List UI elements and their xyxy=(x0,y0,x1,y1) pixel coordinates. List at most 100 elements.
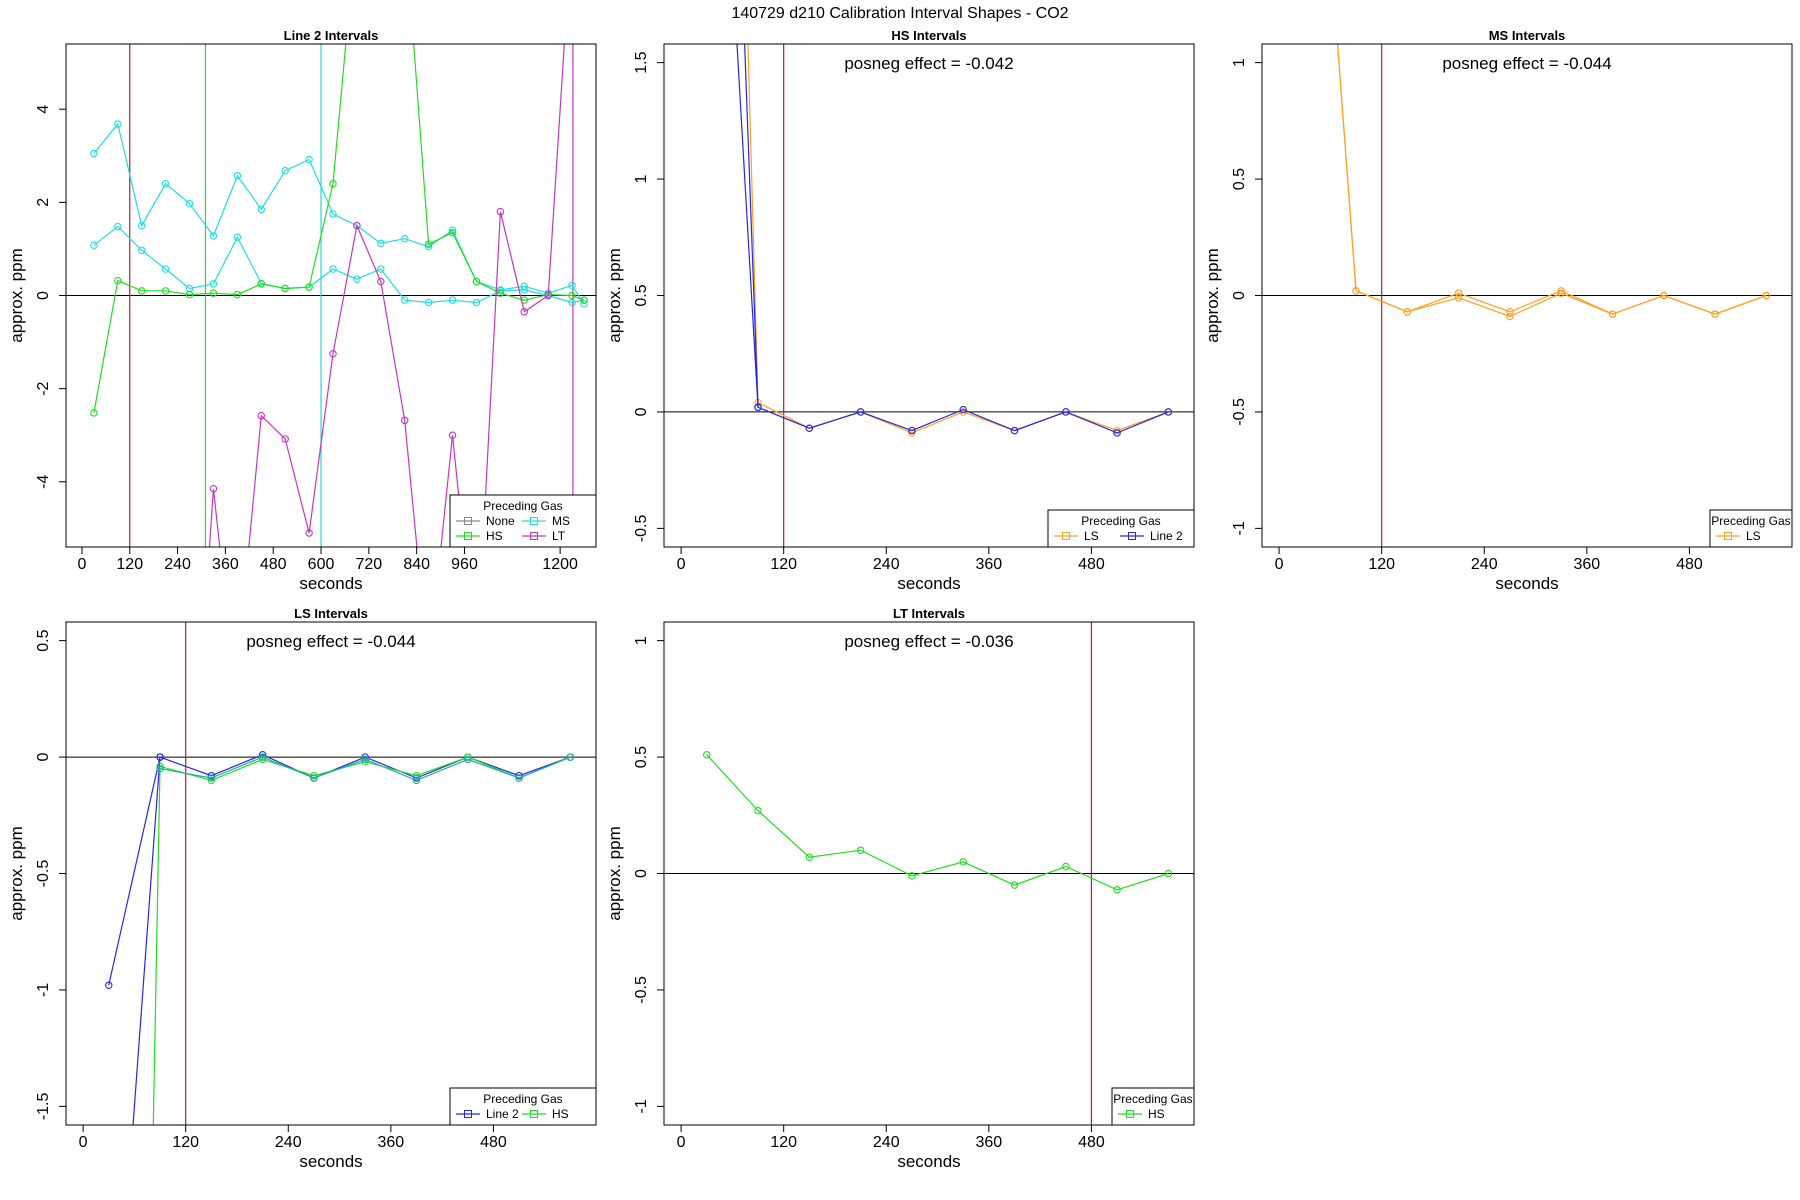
data-point xyxy=(361,753,369,761)
y-tick-label: -2 xyxy=(35,381,52,395)
x-tick-label: 360 xyxy=(377,1134,404,1151)
legend-title: Preceding Gas xyxy=(483,499,562,513)
y-tick-label: -0.5 xyxy=(633,976,650,1004)
data-point xyxy=(1352,287,1360,295)
data-point xyxy=(1711,310,1719,318)
x-axis: 0 120 240 360 480 xyxy=(677,1124,1105,1151)
chart-title: HS Intervals xyxy=(891,28,966,43)
figure-title: 140729 d210 Calibration Interval Shapes … xyxy=(731,5,1068,22)
data-point xyxy=(129,1126,135,1132)
data-point xyxy=(305,155,313,164)
data-point xyxy=(137,246,146,255)
data-point xyxy=(1403,308,1412,316)
x-axis-label: seconds xyxy=(897,1152,960,1171)
posneg-annotation: posneg effect = -0.036 xyxy=(844,632,1013,651)
data-point xyxy=(353,275,361,283)
data-point xyxy=(207,774,216,782)
data-point xyxy=(161,265,170,273)
data-point xyxy=(1506,312,1514,321)
x-tick-label: 480 xyxy=(260,556,287,573)
legend-label: MS xyxy=(552,514,570,528)
y-axis-label: approx. ppm xyxy=(7,248,26,343)
series-line xyxy=(108,754,571,986)
data-point xyxy=(161,179,170,188)
x-axis-label: seconds xyxy=(897,574,960,593)
data-point xyxy=(222,595,228,601)
series-line xyxy=(736,44,759,408)
x-tick-label: 120 xyxy=(770,556,797,573)
y-axis: -0.5 0 0.5 1 1.5 xyxy=(633,51,665,542)
data-point xyxy=(207,776,216,785)
x-tick-label: 360 xyxy=(975,1134,1002,1151)
data-point xyxy=(258,755,267,764)
chart-title: LS Intervals xyxy=(294,606,368,621)
data-point xyxy=(185,290,194,299)
data-point xyxy=(114,120,122,128)
y-tick-label: 0.5 xyxy=(633,284,650,306)
legend-swatch-marker xyxy=(1126,1110,1134,1118)
data-point xyxy=(1113,426,1121,435)
data-point xyxy=(496,207,505,216)
data-point xyxy=(281,435,289,443)
plot-area xyxy=(664,622,1194,1125)
data-point xyxy=(805,853,814,861)
chart-title: Line 2 Intervals xyxy=(284,28,379,43)
x-tick-label: 120 xyxy=(770,1134,797,1151)
x-axis: 0 120 240 360 480 xyxy=(1275,546,1703,573)
legend-label: LT xyxy=(552,529,566,543)
data-point xyxy=(1608,310,1617,318)
data-point xyxy=(104,981,113,990)
data-point xyxy=(1334,36,1340,42)
data-point xyxy=(959,858,967,866)
posneg-annotation: posneg effect = -0.042 xyxy=(844,54,1013,73)
posneg-annotation: posneg effect = -0.044 xyxy=(1442,54,1611,73)
legend-swatch-marker xyxy=(464,517,472,525)
data-point xyxy=(1010,881,1019,889)
x-tick-label: 360 xyxy=(1573,556,1600,573)
data-point xyxy=(1454,289,1463,297)
data-point xyxy=(544,291,552,300)
data-point xyxy=(1660,291,1668,300)
legend-label: HS xyxy=(1148,1107,1165,1121)
x-axis: 0 120 240 360 480 xyxy=(677,546,1105,573)
data-point xyxy=(472,298,481,307)
series-line xyxy=(93,225,585,304)
data-point xyxy=(329,210,337,218)
data-point xyxy=(515,774,523,782)
data-point xyxy=(329,179,337,188)
legend-title: Preceding Gas xyxy=(483,1092,562,1106)
data-point xyxy=(156,764,164,773)
y-tick-label: 0 xyxy=(35,753,52,762)
data-point xyxy=(568,281,576,290)
y-tick-label: 0 xyxy=(35,291,52,300)
y-tick-label: 0.5 xyxy=(633,746,650,768)
y-tick-label: -1 xyxy=(633,1099,650,1113)
data-point xyxy=(156,753,164,761)
y-tick-label: 1 xyxy=(633,175,650,184)
data-point xyxy=(496,287,505,295)
data-point xyxy=(959,408,967,416)
data-point xyxy=(472,277,481,286)
data-point xyxy=(207,771,216,780)
series-line xyxy=(1336,44,1767,315)
legend-swatch-marker xyxy=(464,1110,472,1118)
data-point xyxy=(233,290,242,299)
data-point xyxy=(1164,408,1173,416)
series-line xyxy=(93,122,585,305)
data-point xyxy=(580,296,588,304)
x-tick-label: 1200 xyxy=(542,556,578,573)
x-tick-label: 480 xyxy=(1078,1134,1105,1151)
x-tick-label: 0 xyxy=(677,556,686,573)
y-axis-label: approx. ppm xyxy=(7,826,26,921)
legend-label: Line 2 xyxy=(486,1107,519,1121)
legend-label: HS xyxy=(486,529,503,543)
data-point xyxy=(473,665,479,671)
series-line xyxy=(132,757,161,1125)
data-point xyxy=(310,774,318,782)
data-point xyxy=(412,771,421,780)
